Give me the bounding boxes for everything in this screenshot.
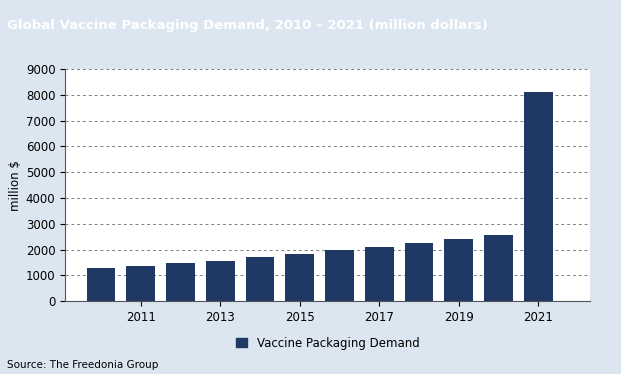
Bar	[127, 266, 155, 301]
Text: Source: The Freedonia Group: Source: The Freedonia Group	[7, 360, 159, 370]
Bar	[524, 92, 553, 301]
Bar	[206, 261, 235, 301]
Text: Global Vaccine Packaging Demand, 2010 – 2021 (million dollars): Global Vaccine Packaging Demand, 2010 – …	[7, 19, 488, 32]
Bar	[87, 268, 116, 301]
Bar	[365, 247, 394, 301]
Text: Freedonia®: Freedonia®	[486, 80, 563, 92]
Bar	[286, 254, 314, 301]
Bar	[246, 257, 274, 301]
Bar	[445, 239, 473, 301]
Bar	[405, 243, 433, 301]
Bar	[166, 263, 195, 301]
Legend: Vaccine Packaging Demand: Vaccine Packaging Demand	[231, 332, 424, 354]
Y-axis label: million $: million $	[9, 160, 22, 211]
Bar	[484, 234, 513, 301]
Bar	[325, 250, 354, 301]
